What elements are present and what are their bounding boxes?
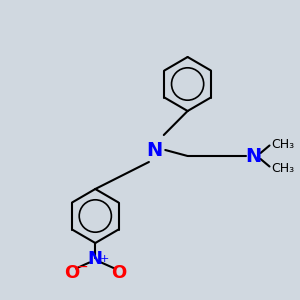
Text: O: O xyxy=(112,264,127,282)
Text: N: N xyxy=(245,146,261,166)
Text: N: N xyxy=(88,250,103,268)
Text: CH₃: CH₃ xyxy=(271,137,294,151)
Text: O: O xyxy=(64,264,79,282)
Text: N: N xyxy=(147,140,163,160)
Text: −: − xyxy=(77,260,88,274)
Text: CH₃: CH₃ xyxy=(271,161,294,175)
Text: +: + xyxy=(100,254,109,265)
